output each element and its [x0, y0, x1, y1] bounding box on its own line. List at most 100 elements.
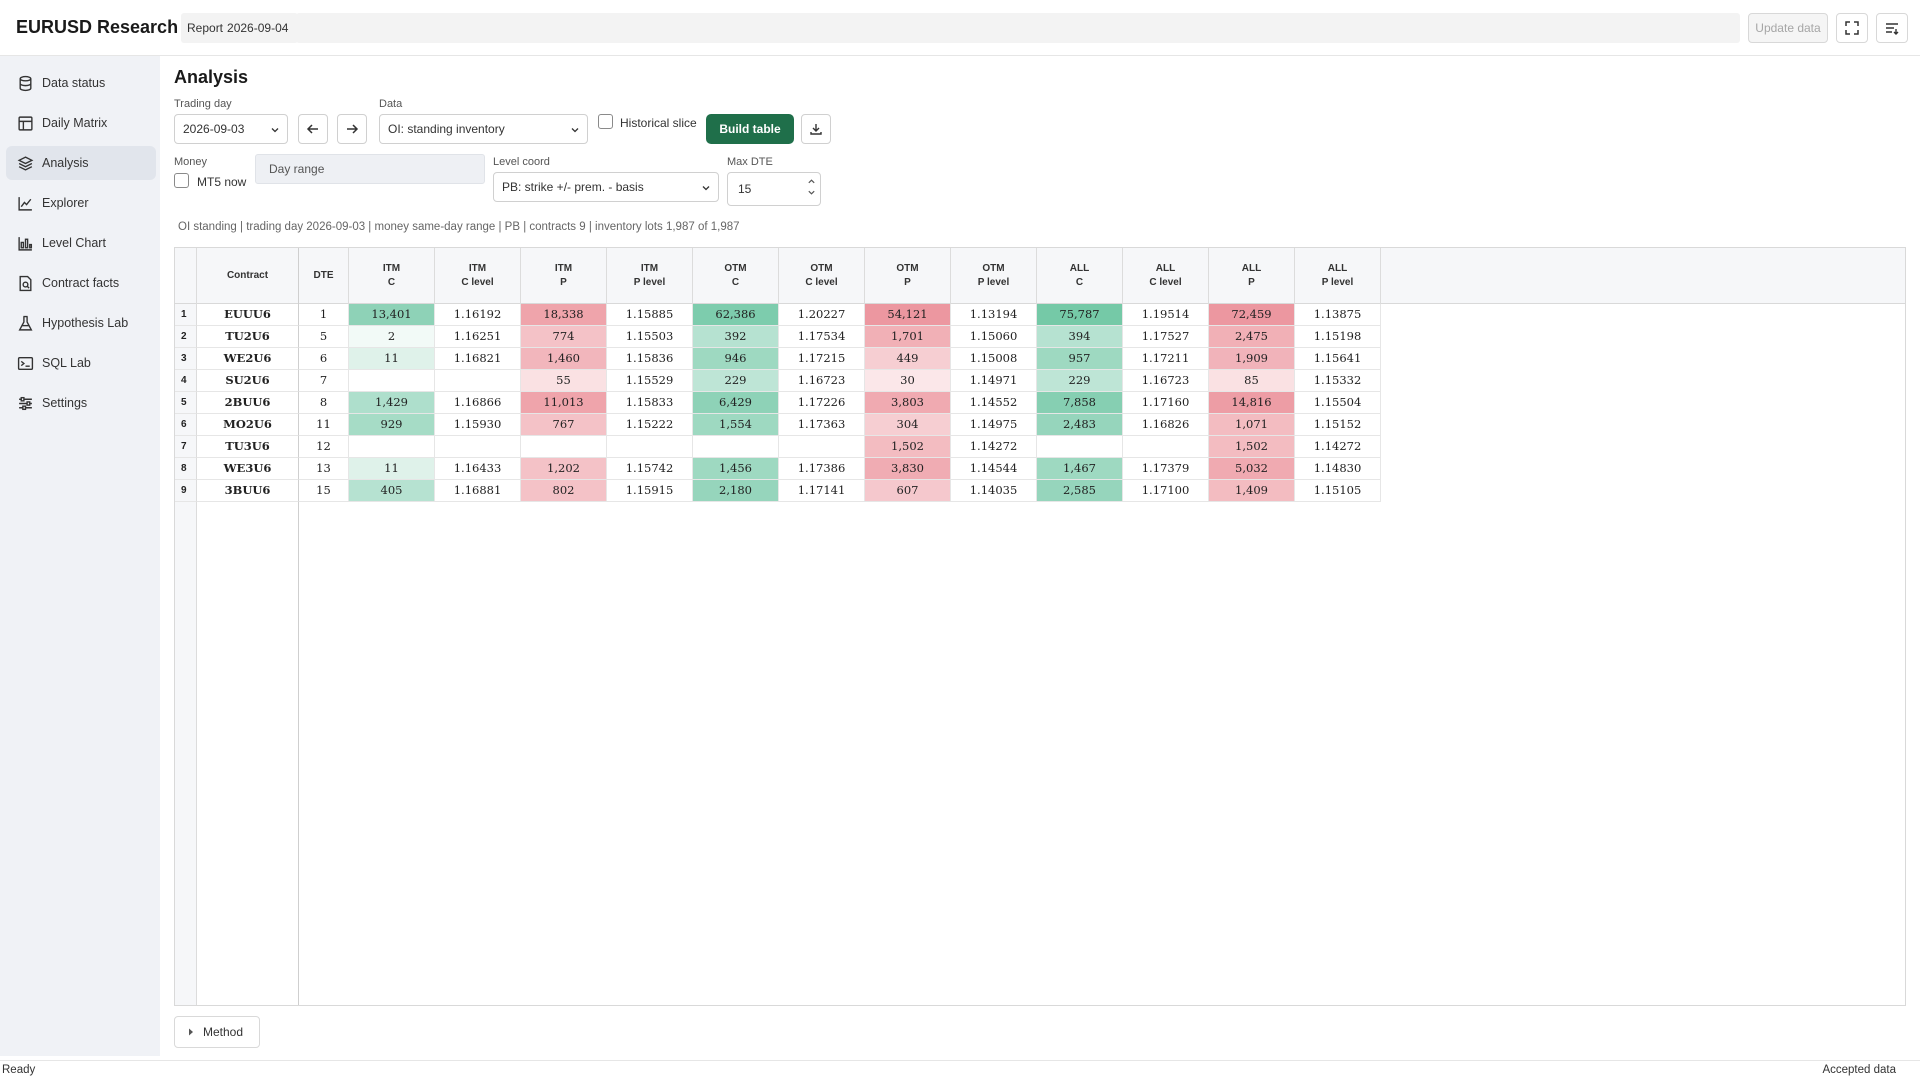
table-cell[interactable]: 1.16826 — [1123, 414, 1209, 436]
table-cell[interactable]: 1.13194 — [951, 304, 1037, 326]
trading-day-select[interactable]: 2026-09-03 — [174, 114, 288, 144]
table-cell[interactable]: 11 — [349, 458, 435, 480]
table-cell[interactable]: 449 — [865, 348, 951, 370]
sidebar-item-sql-lab[interactable]: SQL Lab — [6, 346, 156, 380]
table-cell[interactable]: 12 — [299, 436, 349, 458]
table-cell[interactable]: 774 — [521, 326, 607, 348]
sidebar-item-explorer[interactable]: Explorer — [6, 186, 156, 220]
table-cell[interactable]: 1.17363 — [779, 414, 865, 436]
column-header[interactable]: Contract — [197, 248, 299, 304]
table-cell[interactable]: 1,554 — [693, 414, 779, 436]
table-cell[interactable]: 1.15503 — [607, 326, 693, 348]
column-header[interactable]: ALL C — [1037, 248, 1123, 304]
contract-cell[interactable]: TU3U6 — [197, 436, 299, 458]
table-cell[interactable]: 1,409 — [1209, 480, 1295, 502]
table-cell[interactable]: 1,467 — [1037, 458, 1123, 480]
table-cell[interactable]: 1,701 — [865, 326, 951, 348]
table-cell[interactable]: 18,338 — [521, 304, 607, 326]
table-cell[interactable]: 11,013 — [521, 392, 607, 414]
table-cell[interactable]: 1.17386 — [779, 458, 865, 480]
column-header[interactable]: ITM P — [521, 248, 607, 304]
table-cell[interactable]: 392 — [693, 326, 779, 348]
table-cell[interactable]: 1,460 — [521, 348, 607, 370]
table-cell[interactable]: 1.15836 — [607, 348, 693, 370]
table-cell[interactable]: 1.15504 — [1295, 392, 1381, 414]
table-cell[interactable]: 1.14971 — [951, 370, 1037, 392]
table-cell[interactable]: 1.15742 — [607, 458, 693, 480]
table-cell[interactable] — [1123, 436, 1209, 458]
table-cell[interactable]: 767 — [521, 414, 607, 436]
table-cell[interactable]: 30 — [865, 370, 951, 392]
table-cell[interactable]: 72,459 — [1209, 304, 1295, 326]
table-cell[interactable] — [693, 436, 779, 458]
table-cell[interactable] — [1037, 436, 1123, 458]
previous-day-button[interactable] — [298, 114, 328, 144]
contract-cell[interactable]: MO2U6 — [197, 414, 299, 436]
chevron-down-icon[interactable] — [807, 188, 816, 197]
max-dte-stepper[interactable]: 15 — [727, 172, 821, 206]
table-cell[interactable]: 11 — [299, 414, 349, 436]
table-cell[interactable]: 229 — [693, 370, 779, 392]
table-cell[interactable]: 394 — [1037, 326, 1123, 348]
table-row[interactable]: 4 SU2U6 7 55 1.15529 229 1.16723 30 1.14971 229 1.… — [175, 370, 1631, 392]
table-cell[interactable]: 75,787 — [1037, 304, 1123, 326]
table-cell[interactable]: 1.14272 — [951, 436, 1037, 458]
table-cell[interactable]: 1,909 — [1209, 348, 1295, 370]
table-cell[interactable]: 1.15060 — [951, 326, 1037, 348]
table-cell[interactable] — [779, 436, 865, 458]
column-header[interactable]: ALL P — [1209, 248, 1295, 304]
contract-cell[interactable]: 2BUU6 — [197, 392, 299, 414]
table-cell[interactable]: 8 — [299, 392, 349, 414]
sidebar-item-daily-matrix[interactable]: Daily Matrix — [6, 106, 156, 140]
column-header[interactable]: DTE — [299, 248, 349, 304]
table-cell[interactable]: 1.15915 — [607, 480, 693, 502]
table-cell[interactable]: 1.16866 — [435, 392, 521, 414]
table-cell[interactable]: 1,502 — [865, 436, 951, 458]
table-cell[interactable]: 13 — [299, 458, 349, 480]
table-cell[interactable]: 1.14272 — [1295, 436, 1381, 458]
table-cell[interactable]: 7 — [299, 370, 349, 392]
table-cell[interactable]: 1.20227 — [779, 304, 865, 326]
table-cell[interactable]: 1.16821 — [435, 348, 521, 370]
table-cell[interactable]: 957 — [1037, 348, 1123, 370]
table-cell[interactable]: 85 — [1209, 370, 1295, 392]
sidebar-item-contract-facts[interactable]: Contract facts — [6, 266, 156, 300]
table-cell[interactable]: 1.15885 — [607, 304, 693, 326]
column-header[interactable]: ITM C — [349, 248, 435, 304]
table-cell[interactable]: 1.15198 — [1295, 326, 1381, 348]
table-row[interactable]: 5 2BUU6 8 1,429 1.16866 11,013 1.15833 6,429 1.1… — [175, 392, 1631, 414]
level-coord-select[interactable]: PB: strike +/- prem. - basis — [493, 172, 719, 202]
table-cell[interactable]: 1,202 — [521, 458, 607, 480]
table-cell[interactable]: 1.16881 — [435, 480, 521, 502]
mt5-now-checkbox[interactable] — [174, 173, 189, 188]
table-cell[interactable]: 929 — [349, 414, 435, 436]
table-cell[interactable]: 1 — [299, 304, 349, 326]
table-cell[interactable]: 2 — [349, 326, 435, 348]
update-data-button[interactable]: Update data — [1748, 13, 1828, 43]
table-cell[interactable]: 1.15152 — [1295, 414, 1381, 436]
table-cell[interactable]: 6 — [299, 348, 349, 370]
table-cell[interactable]: 2,585 — [1037, 480, 1123, 502]
table-cell[interactable] — [435, 436, 521, 458]
contract-cell[interactable]: SU2U6 — [197, 370, 299, 392]
sidebar-item-analysis[interactable]: Analysis — [6, 146, 156, 180]
method-expander[interactable]: Method — [174, 1016, 260, 1048]
table-cell[interactable]: 2,475 — [1209, 326, 1295, 348]
table-cell[interactable]: 1.15332 — [1295, 370, 1381, 392]
table-cell[interactable]: 1.14552 — [951, 392, 1037, 414]
table-row[interactable]: 7 TU3U6 12 1,502 1.14272 1,502 1.14272 — [175, 436, 1631, 458]
table-cell[interactable] — [435, 370, 521, 392]
fullscreen-button[interactable] — [1836, 13, 1868, 43]
table-cell[interactable]: 14,816 — [1209, 392, 1295, 414]
table-cell[interactable]: 7,858 — [1037, 392, 1123, 414]
table-row[interactable]: 2 TU2U6 5 2 1.16251 774 1.15503 392 1.17534 1,701… — [175, 326, 1631, 348]
sidebar-item-level-chart[interactable]: Level Chart — [6, 226, 156, 260]
table-cell[interactable]: 1.14035 — [951, 480, 1037, 502]
table-cell[interactable]: 802 — [521, 480, 607, 502]
table-row[interactable]: 6 MO2U6 11 929 1.15930 767 1.15222 1,554 1.17363… — [175, 414, 1631, 436]
table-cell[interactable]: 1.14830 — [1295, 458, 1381, 480]
next-day-button[interactable] — [337, 114, 367, 144]
table-cell[interactable]: 1.17534 — [779, 326, 865, 348]
table-cell[interactable]: 1.17379 — [1123, 458, 1209, 480]
contract-cell[interactable]: EUUU6 — [197, 304, 299, 326]
